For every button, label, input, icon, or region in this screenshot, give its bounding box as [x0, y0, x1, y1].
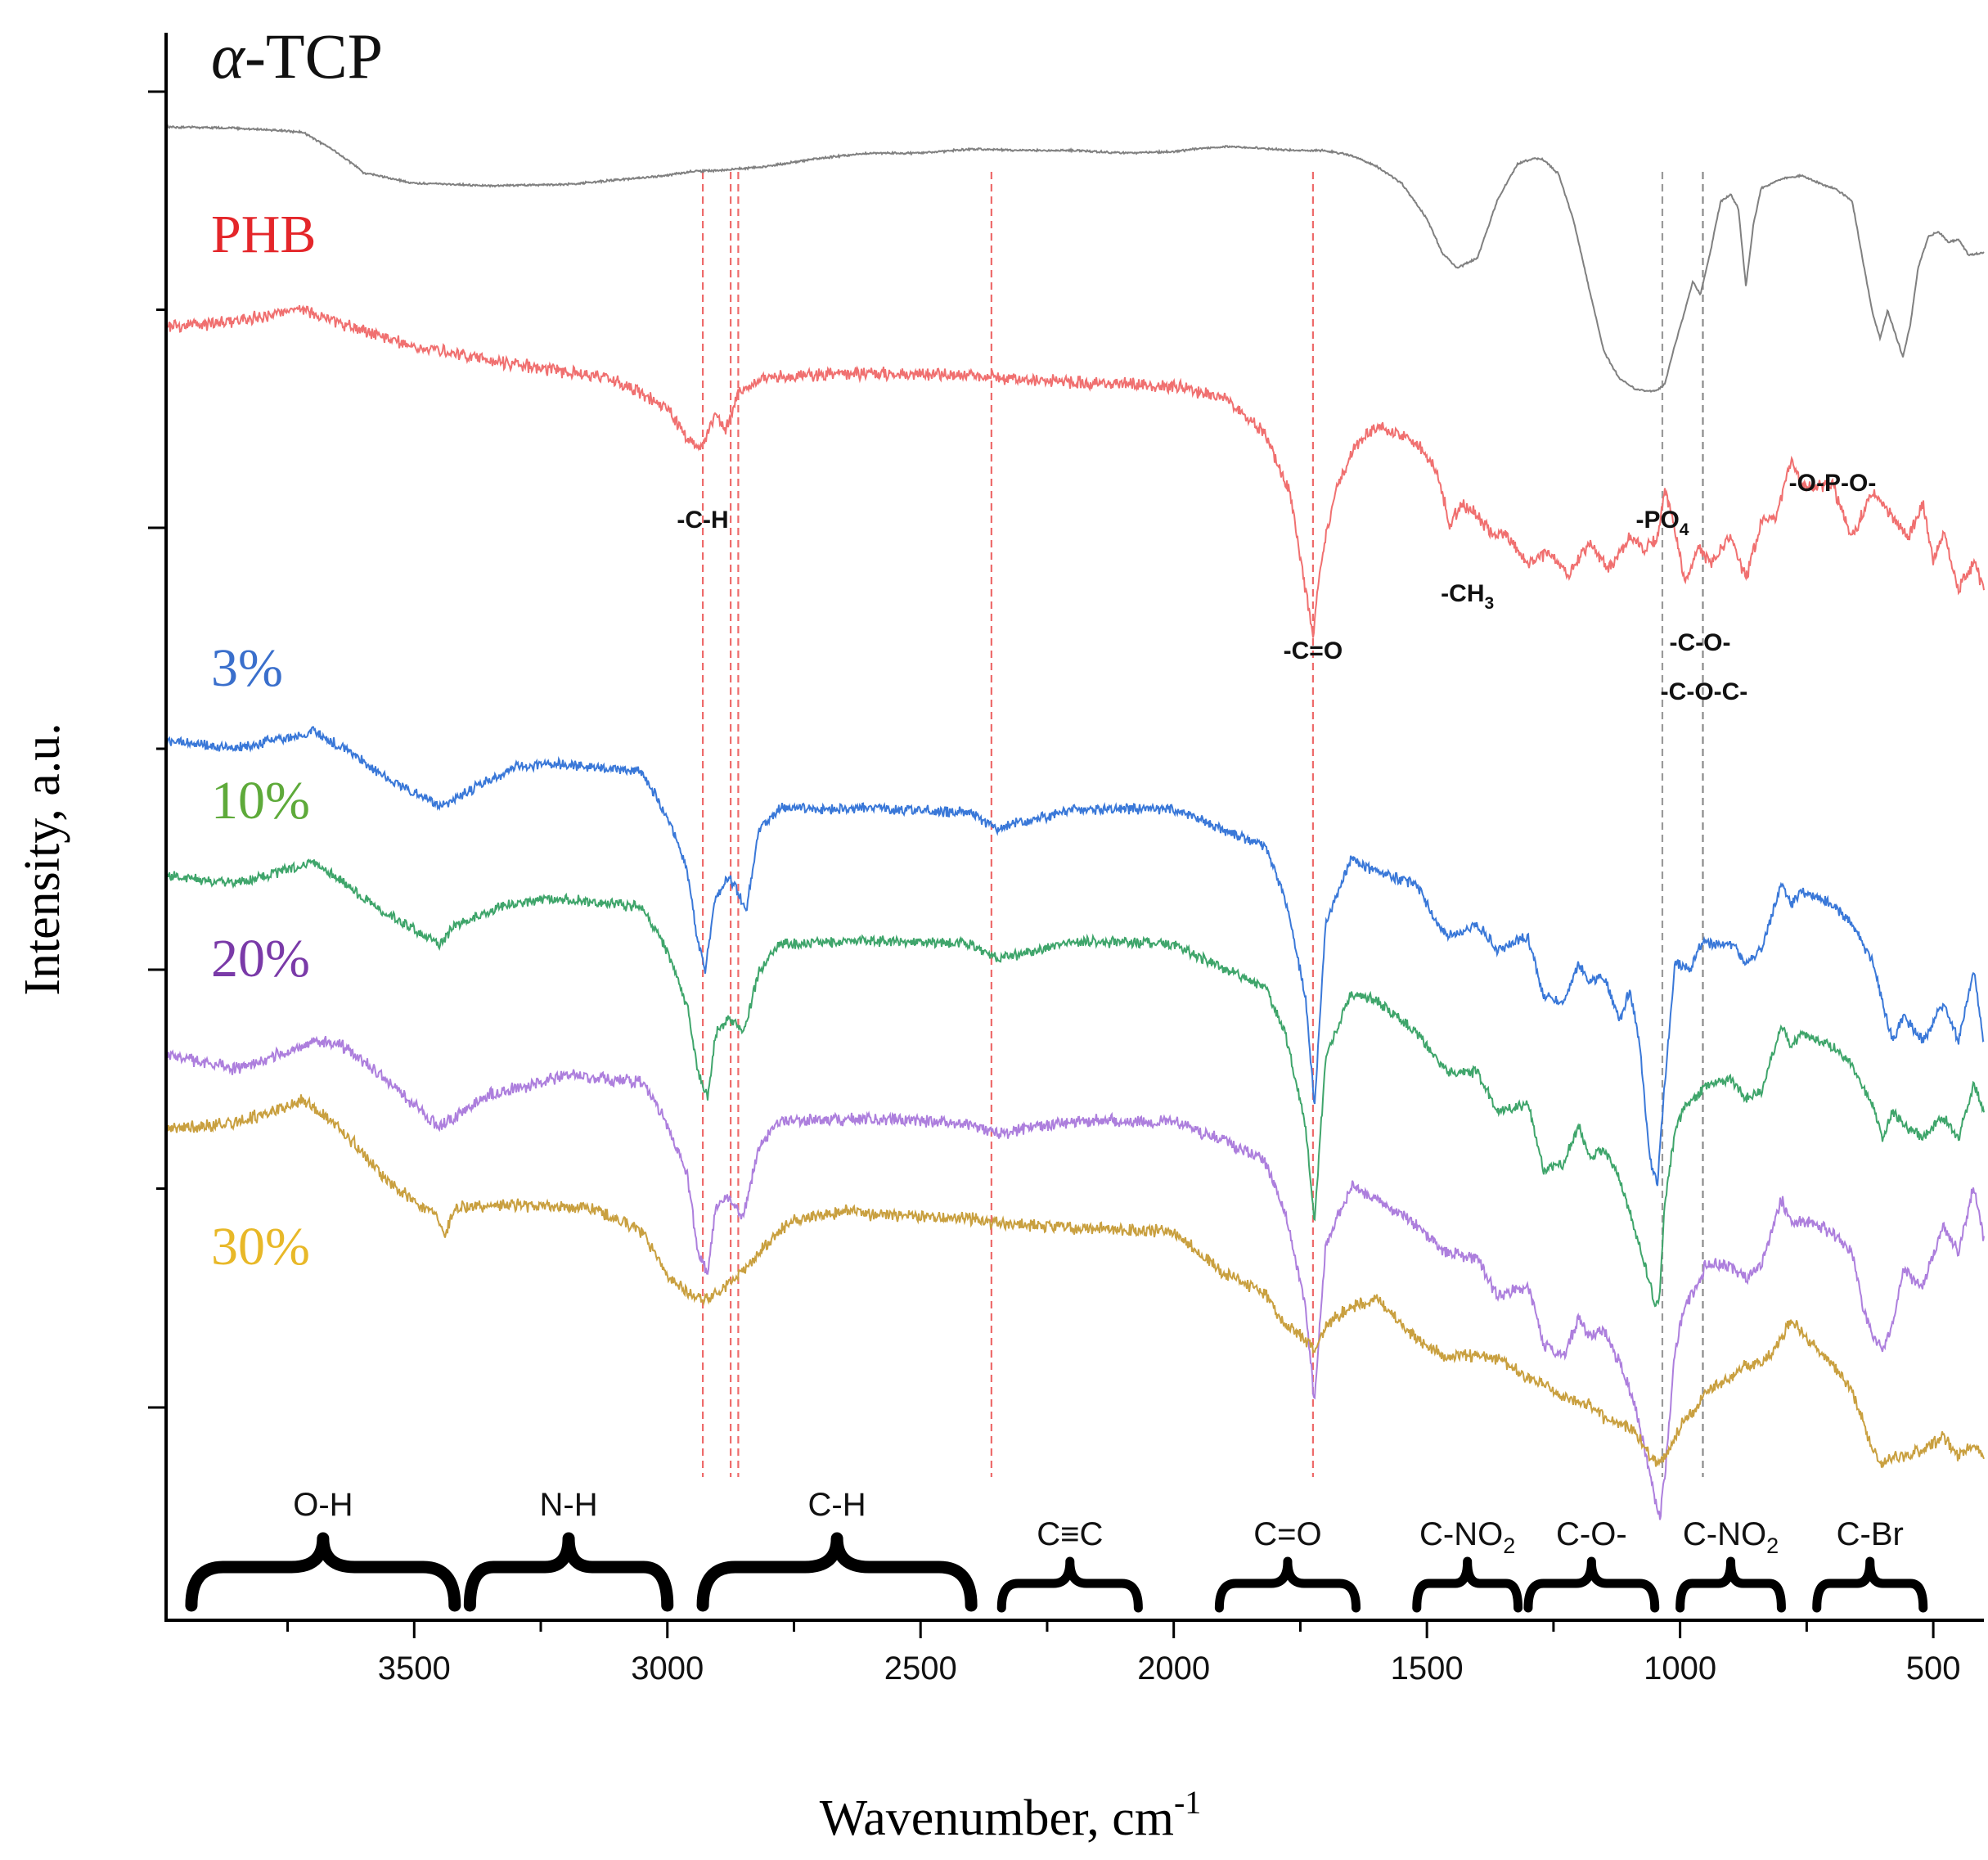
band-label: C-O-: [1556, 1516, 1627, 1552]
band-label-sub: 2: [1503, 1533, 1515, 1558]
peak-annotation-text: -C-O-: [1670, 629, 1731, 656]
band-label-text: N-H: [540, 1487, 598, 1523]
peak-annotation-sub: 4: [1680, 520, 1689, 539]
peak-annotation-text: -C-O-C-: [1661, 678, 1748, 705]
x-tick-label: 500: [1906, 1651, 1961, 1687]
band-label-text: O-H: [293, 1487, 353, 1523]
x-tick-label: 2000: [1137, 1651, 1210, 1687]
series-label: 3%: [211, 638, 283, 698]
peak-annotation: -PO4: [1635, 507, 1689, 539]
brace-icon: [696, 1532, 978, 1612]
brace-icon: [463, 1532, 674, 1612]
series-label: α-TCP: [211, 20, 383, 92]
y-ticks: [148, 90, 166, 1409]
band-label-text: C=O: [1253, 1516, 1321, 1552]
band-label: C=O: [1253, 1516, 1321, 1552]
series-label-part: -TCP: [245, 20, 383, 92]
peak-annotation: -C-H: [677, 507, 728, 534]
band-label: O-H: [293, 1487, 353, 1523]
brace-icon: [1523, 1556, 1660, 1613]
peak-annotations: -C-H -PO4 -O-P-O- -CH3 -C=O -C-O- -C-O-C-: [677, 470, 1876, 705]
band-label: C-NO2: [1683, 1516, 1779, 1558]
band-label-text: C-Br: [1837, 1516, 1904, 1552]
spectra: [165, 124, 1985, 1520]
brace-icon: [1214, 1556, 1361, 1613]
x-tick-label: 1000: [1644, 1651, 1716, 1687]
peak-annotation-text: -CH: [1441, 580, 1484, 607]
peak-annotation: -O-P-O-: [1789, 470, 1877, 497]
series-label-part: α: [211, 20, 246, 92]
peak-annotation-sub: 3: [1485, 594, 1495, 613]
peak-annotation: -C-O-: [1670, 629, 1731, 656]
x-axis-label-sup: -1: [1174, 1784, 1201, 1821]
x-tick-label: 3500: [378, 1651, 451, 1687]
x-ticks: 3500 3000 2500 2000 1500 1000 500: [286, 1620, 1961, 1687]
band-label-text: C-NO: [1419, 1516, 1503, 1552]
band-label-text: C-O-: [1556, 1516, 1627, 1552]
band-label-text: C-H: [808, 1487, 866, 1523]
spectrum-line: [165, 1094, 1985, 1469]
series-label: PHB: [211, 205, 316, 264]
spectrum-line: [165, 124, 1985, 394]
brace-icon: [185, 1532, 461, 1612]
series-labels: α-TCP PHB 3% 10% 20% 30%: [211, 20, 383, 1277]
peak-annotation: -C-O-C-: [1661, 678, 1748, 705]
band-regions: O-H N-H C-HC≡C C=O C-NO2 C-O- C-NO2 C-Br: [185, 1487, 1928, 1613]
brace-icon: [1412, 1556, 1523, 1613]
series-label: 20%: [211, 929, 310, 989]
peak-annotation-text: -C=O: [1284, 637, 1343, 664]
spectrum-line: [165, 1035, 1985, 1520]
peak-annotation-text: -PO: [1635, 507, 1679, 534]
x-axis-label: Wavenumber, cm-1: [820, 1784, 1202, 1846]
band-label: N-H: [540, 1487, 598, 1523]
x-tick-label: 2500: [884, 1651, 957, 1687]
spectrum-line: [165, 726, 1985, 1187]
spectrum-line: [165, 304, 1985, 638]
band-label: C-NO2: [1419, 1516, 1515, 1558]
band-label-sub: 2: [1766, 1533, 1779, 1558]
reference-lines: [701, 172, 1704, 1477]
brace-icon: [1675, 1556, 1786, 1613]
brace-icon: [1812, 1556, 1928, 1613]
axes: 3500 3000 2500 2000 1500 1000 500: [148, 33, 1984, 1687]
peak-annotation: -CH3: [1441, 580, 1494, 613]
brace-icon: [996, 1556, 1143, 1613]
spectrum-line: [165, 858, 1985, 1308]
band-label: C-H: [808, 1487, 866, 1523]
band-label: C-Br: [1837, 1516, 1904, 1552]
peak-annotation-text: -C-H: [677, 507, 728, 534]
series-label: 30%: [211, 1217, 310, 1277]
x-axis-label-main: Wavenumber, cm: [820, 1790, 1174, 1846]
peak-annotation: -C=O: [1284, 637, 1343, 664]
band-label: C≡C: [1037, 1516, 1103, 1552]
peak-annotation-text: -O-P-O-: [1789, 470, 1877, 497]
x-tick-label: 1500: [1391, 1651, 1464, 1687]
series-label: 10%: [211, 771, 310, 831]
y-axis-label: Intensity, a.u.: [15, 723, 70, 995]
x-tick-label: 3000: [631, 1651, 704, 1687]
band-label-text: C≡C: [1037, 1516, 1103, 1552]
band-label-text: C-NO: [1683, 1516, 1766, 1552]
